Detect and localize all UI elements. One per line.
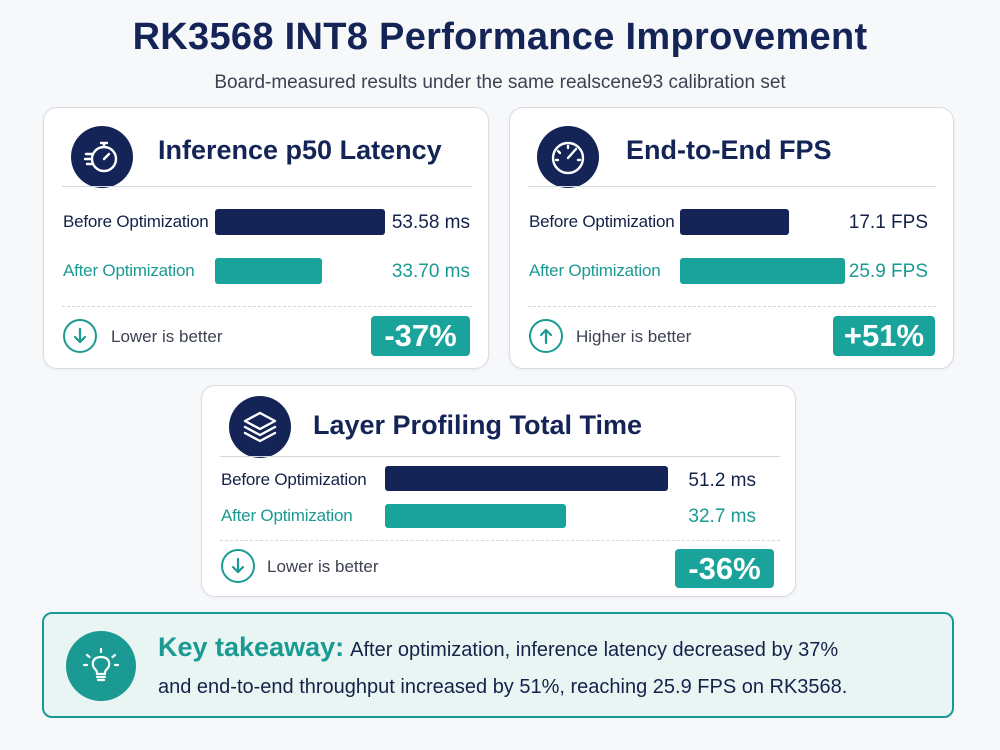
takeaway-line-2: and end-to-end throughput increased by 5… <box>158 676 848 698</box>
takeaway-line-1: Key takeaway: After optimization, inferen… <box>158 632 838 663</box>
divider <box>220 540 780 541</box>
takeaway-label: Key takeaway: <box>158 632 345 662</box>
value-label: 53.58 ms <box>391 212 470 233</box>
chart-title: Inference p50 Latency <box>158 135 442 165</box>
arrow-down-icon <box>221 549 255 583</box>
page-title: RK3568 INT8 Performance Improvement <box>132 16 868 58</box>
divider <box>528 306 936 307</box>
bar-after <box>215 258 322 284</box>
bar-after <box>680 258 845 284</box>
category-label: After Optimization <box>529 261 661 280</box>
page-subtitle: Board-measured results under the same re… <box>214 72 786 93</box>
takeaway-box: Key takeaway: After optimization, inferen… <box>42 612 954 718</box>
divider <box>62 186 472 187</box>
hint-text: Lower is better <box>111 327 223 346</box>
speedometer-icon <box>537 126 599 188</box>
value-label: 25.9 FPS <box>848 261 928 282</box>
value-label: 51.2 ms <box>688 470 756 491</box>
divider <box>528 186 936 187</box>
value-label: 17.1 FPS <box>848 212 928 233</box>
chart-title: End-to-End FPS <box>626 135 832 165</box>
latency-card: Inference p50 Latency Before Optimizatio… <box>43 107 489 369</box>
category-label: After Optimization <box>221 506 353 525</box>
layers-icon <box>229 396 291 458</box>
lightbulb-icon <box>66 631 136 701</box>
takeaway-text: After optimization, inference latency de… <box>350 639 839 661</box>
stopwatch-icon <box>71 126 133 188</box>
bar-after <box>385 504 566 528</box>
value-label: 32.7 ms <box>688 506 756 527</box>
hint-text: Higher is better <box>576 327 692 346</box>
chart-title: Layer Profiling Total Time <box>313 410 643 440</box>
change-badge: -36% <box>675 549 774 588</box>
value-label: 33.70 ms <box>391 261 470 282</box>
category-label: Before Optimization <box>221 470 367 489</box>
arrow-down-icon <box>63 319 97 353</box>
category-label: Before Optimization <box>63 212 209 231</box>
profiling-card: Layer Profiling Total Time Before Optimi… <box>201 385 796 597</box>
bar-before <box>385 466 668 491</box>
fps-card: End-to-End FPS Before Optimization 17.1 … <box>509 107 954 369</box>
change-badge: +51% <box>833 316 935 356</box>
divider <box>62 306 472 307</box>
category-label: After Optimization <box>63 261 195 280</box>
category-label: Before Optimization <box>529 212 675 231</box>
bar-before <box>215 209 385 235</box>
arrow-up-icon <box>529 319 563 353</box>
hint-text: Lower is better <box>267 557 379 576</box>
divider <box>220 456 780 457</box>
change-badge: -37% <box>371 316 470 356</box>
bar-before <box>680 209 789 235</box>
